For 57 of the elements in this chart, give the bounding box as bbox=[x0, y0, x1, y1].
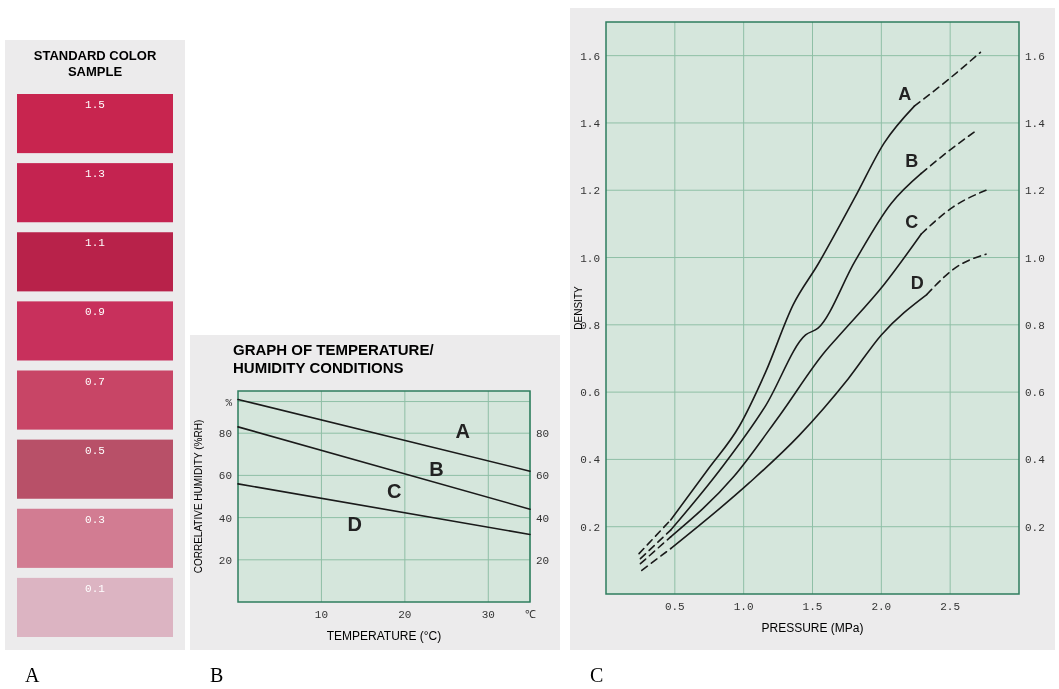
y2-tick-label: 80 bbox=[536, 428, 550, 441]
text: C bbox=[590, 664, 604, 686]
y2-tick-label: 0.8 bbox=[1025, 319, 1045, 332]
x-tick-label: 1.0 bbox=[733, 601, 754, 613]
data-label: 0.5 bbox=[85, 444, 105, 457]
y-tick-label: 1.6 bbox=[580, 50, 600, 63]
y2-tick-label: 1.6 bbox=[1025, 50, 1045, 63]
y2-tick-label: 1.0 bbox=[1025, 252, 1045, 265]
x-axis-title: TEMPERATURE (°C) bbox=[326, 629, 442, 643]
text: B bbox=[210, 664, 224, 686]
x-tick-label: 20 bbox=[398, 609, 412, 621]
y2-tick-label: 0.6 bbox=[1025, 387, 1045, 400]
y-tick-label: 1.0 bbox=[580, 252, 600, 265]
series-label: C bbox=[905, 211, 919, 232]
y2-tick-label: 0.2 bbox=[1025, 521, 1045, 534]
x-tick-label: 2.5 bbox=[940, 601, 961, 613]
y-tick-label: 80 bbox=[218, 428, 232, 441]
data-label: 0.1 bbox=[85, 582, 106, 595]
y2-tick-label: 1.4 bbox=[1025, 117, 1046, 130]
annotation: A bbox=[455, 419, 471, 442]
y-tick-label: % bbox=[225, 396, 233, 409]
data-label: 1.5 bbox=[85, 99, 105, 111]
y-tick-label: 60 bbox=[218, 470, 232, 483]
y2-tick-label: 40 bbox=[536, 512, 550, 525]
y2-tick-label: 0.4 bbox=[1025, 454, 1046, 467]
x-tick-label: 1.5 bbox=[802, 601, 823, 613]
x-tick-label: 10 bbox=[314, 609, 329, 621]
x-tick-label: 30 bbox=[481, 609, 495, 621]
series-label: B bbox=[905, 151, 919, 172]
x-axis-title: PRESSURE (MPa) bbox=[761, 621, 864, 635]
y2-tick-label: 20 bbox=[536, 554, 550, 567]
data-label: 0.7 bbox=[85, 375, 105, 388]
y-tick-label: 1.2 bbox=[580, 185, 600, 198]
y-axis-title: CORRELATIVE HUMIDITY (%RH) bbox=[193, 419, 204, 574]
series-label: D bbox=[910, 272, 924, 293]
y-tick-label: 20 bbox=[218, 554, 232, 567]
y-tick-label: 1.4 bbox=[580, 117, 601, 130]
data-label: 1.3 bbox=[85, 168, 105, 181]
y-tick-label: 0.6 bbox=[580, 387, 600, 400]
data-label: 0.3 bbox=[85, 513, 105, 526]
annotation: C bbox=[386, 480, 402, 503]
y-tick-label: 0.2 bbox=[580, 521, 600, 534]
annotation: D bbox=[347, 513, 363, 536]
x-tick-label: 0.5 bbox=[664, 601, 685, 613]
y-tick-label: 0.4 bbox=[580, 454, 601, 467]
data-label: 0.9 bbox=[85, 306, 105, 319]
x-tick-label: ℃ bbox=[524, 609, 536, 621]
text: A bbox=[25, 664, 40, 686]
x-tick-label: 2.0 bbox=[871, 601, 892, 613]
y2-tick-label: 60 bbox=[536, 470, 550, 483]
chart-title: GRAPH OF TEMPERATURE/ HUMIDITY CONDITIONS bbox=[233, 341, 435, 376]
series-label: A bbox=[898, 84, 912, 105]
annotation: B bbox=[429, 457, 444, 480]
data-label: 1.1 bbox=[85, 237, 106, 250]
y-tick-label: 40 bbox=[218, 512, 232, 525]
y2-tick-label: 1.2 bbox=[1025, 185, 1045, 198]
chart-title: STANDARD COLOR SAMPLE bbox=[33, 48, 157, 79]
